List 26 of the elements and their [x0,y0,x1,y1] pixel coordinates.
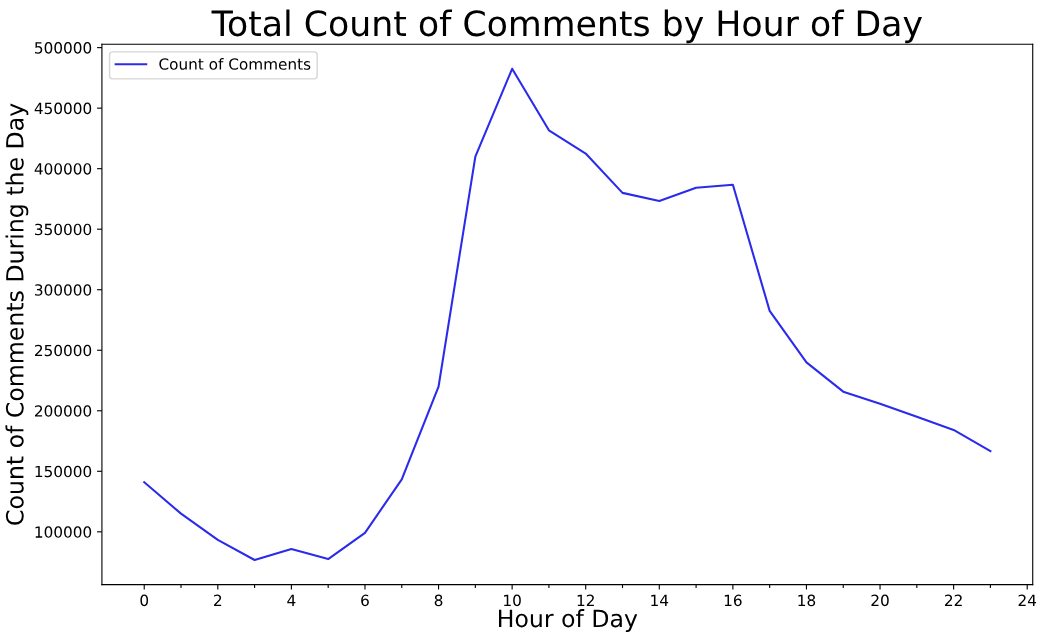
y-tick-label: 150000 [35,465,92,478]
chart-title: Total Count of Comments by Hour of Day [211,9,922,44]
x-tick-label: 24 [1018,594,1037,606]
x-tick-label: 16 [724,594,742,607]
x-tick-label: 18 [798,594,816,607]
x-tick-label: 14 [651,594,669,606]
x-tick-label: 2 [214,594,222,606]
x-tick-label: 12 [577,594,594,606]
y-tick-label: 250000 [34,344,92,357]
y-tick-label: 500000 [35,42,92,54]
y-tick-label: 200000 [34,405,92,417]
x-tick-label: 0 [140,594,149,607]
x-tick-label: 8 [434,594,443,607]
y-tick-label: 350000 [35,223,92,236]
y-tick-label: 300000 [35,284,92,296]
y-tick-label: 450000 [34,102,92,115]
x-tick-label: 22 [945,594,962,606]
legend-label: Count of Comments [159,57,311,70]
x-tick-label: 10 [504,594,521,607]
y-axis-title: Count of Comments During the Day [5,103,29,525]
x-axis-title: Hour of Day [499,609,638,632]
y-tick-label: 100000 [35,526,92,538]
x-tick-label: 20 [871,594,889,607]
x-tick-label: 4 [287,594,296,606]
y-tick-label: 400000 [34,163,92,175]
x-tick-label: 6 [361,594,369,607]
